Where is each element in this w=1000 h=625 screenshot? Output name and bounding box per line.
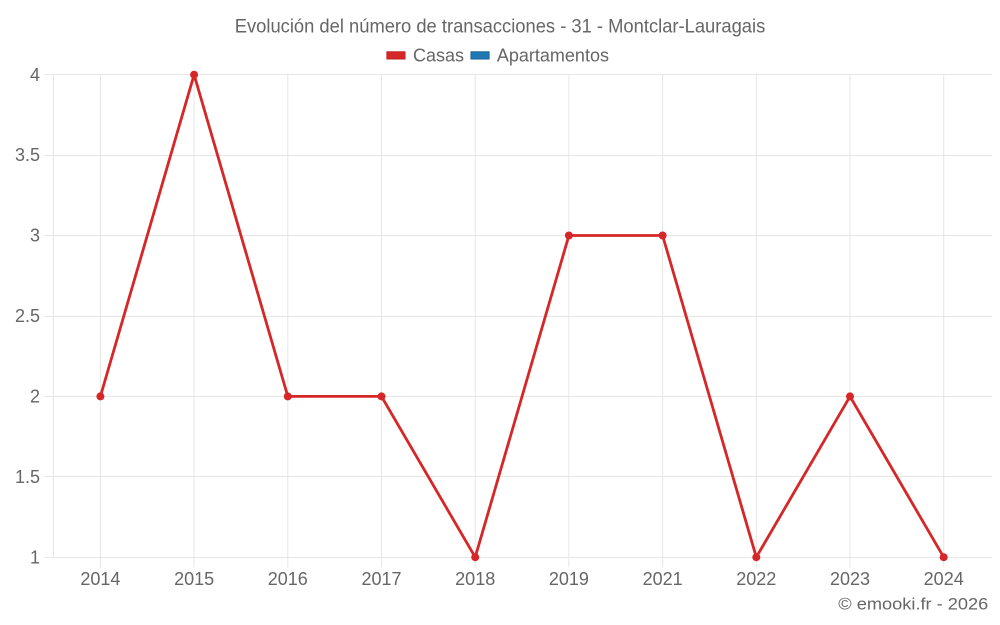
svg-text:2023: 2023 xyxy=(830,569,870,589)
svg-text:2021: 2021 xyxy=(643,569,683,589)
svg-text:2014: 2014 xyxy=(80,569,120,589)
svg-text:2: 2 xyxy=(30,387,40,407)
svg-text:Evolución del número de transa: Evolución del número de transacciones - … xyxy=(235,16,766,38)
svg-text:2.5: 2.5 xyxy=(15,306,40,326)
svg-text:3: 3 xyxy=(30,226,40,246)
svg-text:3.5: 3.5 xyxy=(15,145,40,165)
svg-text:2018: 2018 xyxy=(455,569,495,589)
svg-text:2017: 2017 xyxy=(361,569,401,589)
svg-text:1.5: 1.5 xyxy=(15,467,40,487)
svg-text:2019: 2019 xyxy=(549,569,589,589)
svg-text:2022: 2022 xyxy=(736,569,776,589)
svg-text:© emooki.fr - 2026: © emooki.fr - 2026 xyxy=(838,594,988,613)
svg-text:2016: 2016 xyxy=(268,569,308,589)
svg-text:Apartamentos: Apartamentos xyxy=(497,46,609,66)
svg-text:4: 4 xyxy=(30,65,40,85)
svg-text:Casas: Casas xyxy=(413,46,464,66)
svg-text:2024: 2024 xyxy=(924,569,964,589)
svg-text:1: 1 xyxy=(30,547,40,567)
svg-text:2015: 2015 xyxy=(174,569,214,589)
